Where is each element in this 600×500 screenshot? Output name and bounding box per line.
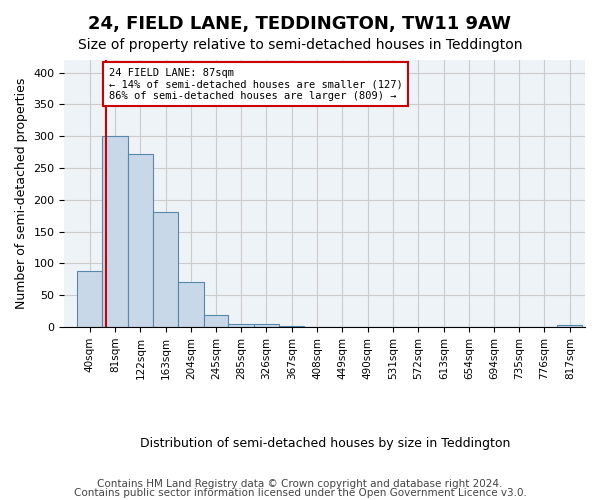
Bar — [128, 154, 153, 327]
Bar — [103, 136, 128, 327]
Bar — [254, 324, 279, 327]
Bar — [77, 271, 103, 327]
Bar — [178, 282, 204, 327]
Y-axis label: Number of semi-detached properties: Number of semi-detached properties — [15, 78, 28, 309]
Bar — [153, 212, 178, 327]
Text: Contains HM Land Registry data © Crown copyright and database right 2024.: Contains HM Land Registry data © Crown c… — [97, 479, 503, 489]
Bar — [279, 326, 304, 327]
Bar — [557, 325, 583, 327]
Bar — [229, 324, 254, 327]
Text: Contains public sector information licensed under the Open Government Licence v3: Contains public sector information licen… — [74, 488, 526, 498]
Text: 24 FIELD LANE: 87sqm
← 14% of semi-detached houses are smaller (127)
86% of semi: 24 FIELD LANE: 87sqm ← 14% of semi-detac… — [109, 68, 403, 101]
Bar — [204, 314, 229, 327]
X-axis label: Distribution of semi-detached houses by size in Teddington: Distribution of semi-detached houses by … — [140, 437, 510, 450]
Text: 24, FIELD LANE, TEDDINGTON, TW11 9AW: 24, FIELD LANE, TEDDINGTON, TW11 9AW — [89, 15, 511, 33]
Text: Size of property relative to semi-detached houses in Teddington: Size of property relative to semi-detach… — [78, 38, 522, 52]
